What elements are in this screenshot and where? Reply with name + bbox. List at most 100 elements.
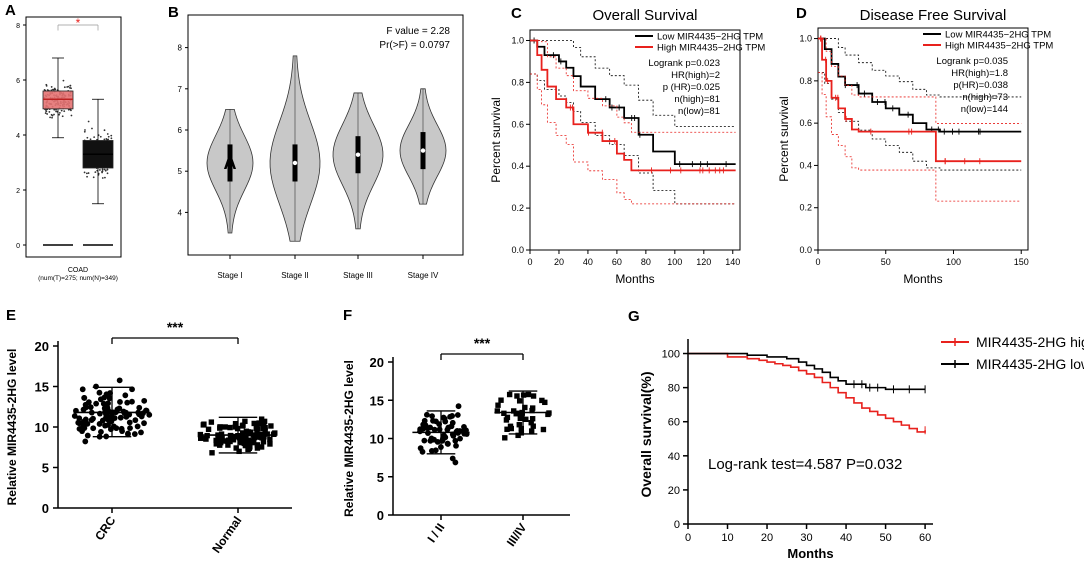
panel-c-xtick-label: 100 xyxy=(667,257,682,267)
panel-d-xtick-label: 0 xyxy=(815,257,820,267)
panel-c-stat: p (HR)=0.025 xyxy=(663,82,720,93)
panel-a-point xyxy=(107,135,110,138)
panel-a-point xyxy=(94,171,97,174)
panel-e-point xyxy=(227,424,233,431)
panel-d-ci-upper-1 xyxy=(818,38,1022,124)
panel-a-point xyxy=(69,84,72,87)
panel-e-point xyxy=(134,423,141,430)
panel-f-point xyxy=(522,404,528,411)
panel-g-xtick-label: 60 xyxy=(919,532,931,544)
panel-f-point xyxy=(449,413,456,419)
panel-f-point xyxy=(516,422,522,428)
panel-e-point xyxy=(119,428,125,435)
panel-b-median-dot xyxy=(292,160,298,166)
panel-e-point xyxy=(236,448,242,455)
panel-g-xtick-label: 10 xyxy=(721,532,733,544)
panel-f-point xyxy=(518,425,524,432)
panel-e-point xyxy=(82,438,89,445)
panel-b-xtick-label: Stage IV xyxy=(408,271,439,280)
panel-a-point xyxy=(52,88,55,91)
panel-b-xtick-label: Stage II xyxy=(281,271,309,280)
panel-f-point xyxy=(420,421,427,428)
panel-e-point xyxy=(117,399,123,405)
panel-e-point xyxy=(100,400,107,407)
panel-c-xlabel: Months xyxy=(615,272,654,286)
panel-a-point xyxy=(67,108,70,111)
panel-e-point xyxy=(260,425,267,432)
panel-e-point xyxy=(75,419,82,426)
panel-d-legend-label-1: High MIR4435−2HG TPM xyxy=(945,41,1053,52)
panel-a-label: A xyxy=(5,2,16,19)
panel-e-point xyxy=(233,445,239,451)
panel-e-point xyxy=(250,439,257,446)
panel-g-ytick-label: 60 xyxy=(668,417,680,429)
panel-a-point xyxy=(45,110,48,113)
panel-f-point xyxy=(431,426,438,433)
panel-f-point xyxy=(494,408,501,414)
panel-c-ytick-label: 0.6 xyxy=(511,119,524,129)
panel-e-point xyxy=(125,431,131,438)
panel-a-point xyxy=(105,138,108,140)
panel-c-ytick-label: 0.0 xyxy=(511,245,524,255)
panel-c-ci-upper-0 xyxy=(530,40,736,127)
panel-a-point xyxy=(83,171,86,174)
panel-a-point xyxy=(51,116,53,119)
panel-f-point xyxy=(529,407,535,414)
panel-g-ytick-label: 100 xyxy=(662,349,680,361)
panel-e-point xyxy=(260,439,267,445)
panel-a-point xyxy=(91,127,93,130)
panel-e-ytick-label: 10 xyxy=(35,420,49,435)
panel-e-point xyxy=(243,438,250,444)
panel-g-label: G xyxy=(628,308,640,325)
panel-e-point xyxy=(127,425,133,432)
panel-f-ytick-label: 10 xyxy=(370,432,384,447)
panel-a-point xyxy=(103,168,106,171)
panel-c-stat: n(low)=81 xyxy=(678,106,720,117)
panel-b-median-dot xyxy=(355,152,361,157)
panel-a-point xyxy=(101,170,104,172)
panel-a-point xyxy=(110,137,113,140)
panel-e-point xyxy=(76,425,83,432)
panel-f-point xyxy=(506,391,513,398)
panel-a-point xyxy=(66,86,69,88)
panel-c-title: Overall Survival xyxy=(592,7,697,24)
panel-a-xlabel: COAD xyxy=(68,267,88,274)
panel-b-ytick-label: 6 xyxy=(178,126,183,135)
panel-e-point xyxy=(205,426,212,433)
panel-f-point xyxy=(457,435,463,442)
panel-a-point xyxy=(53,113,55,116)
panel-f-point xyxy=(511,408,517,414)
panel-b-xtick-label: Stage I xyxy=(217,271,242,280)
panel-e-point xyxy=(258,416,265,422)
panel-c-stat: HR(high)=2 xyxy=(671,70,720,81)
panel-c-label: C xyxy=(511,5,522,22)
panel-e-points-crc xyxy=(71,377,153,445)
panel-f-point xyxy=(502,435,508,441)
panel-a-ytick-label: 8 xyxy=(16,23,20,30)
panel-e-point xyxy=(76,415,83,422)
panel-f-point xyxy=(504,426,510,432)
panel-b-ytick-label: 4 xyxy=(178,208,183,217)
panel-c-xtick-label: 20 xyxy=(554,257,564,267)
panel-f-point xyxy=(518,430,525,436)
panel-a-point xyxy=(104,169,107,172)
panel-f-point xyxy=(539,397,545,404)
panel-e-point xyxy=(114,406,121,413)
panel-a-point xyxy=(50,113,53,116)
panel-e-point xyxy=(84,432,91,439)
panel-d-ytick-label: 0.6 xyxy=(799,118,812,128)
panel-e-point xyxy=(219,435,225,441)
panel-e-point xyxy=(97,396,104,403)
panel-e-point xyxy=(232,420,239,427)
panel-e-point xyxy=(93,383,99,390)
panel-f-point xyxy=(461,423,467,430)
panel-f-point xyxy=(540,426,547,433)
panel-e-point xyxy=(71,413,78,419)
panel-e-point xyxy=(82,401,89,408)
panel-e-point xyxy=(222,424,228,430)
panel-a-point xyxy=(62,79,65,82)
panel-b-frame xyxy=(187,14,464,256)
panel-a-frame xyxy=(25,16,122,258)
panel-g-xtick-label: 40 xyxy=(840,532,852,544)
panel-d-stat: HR(high)=1.8 xyxy=(951,68,1008,79)
